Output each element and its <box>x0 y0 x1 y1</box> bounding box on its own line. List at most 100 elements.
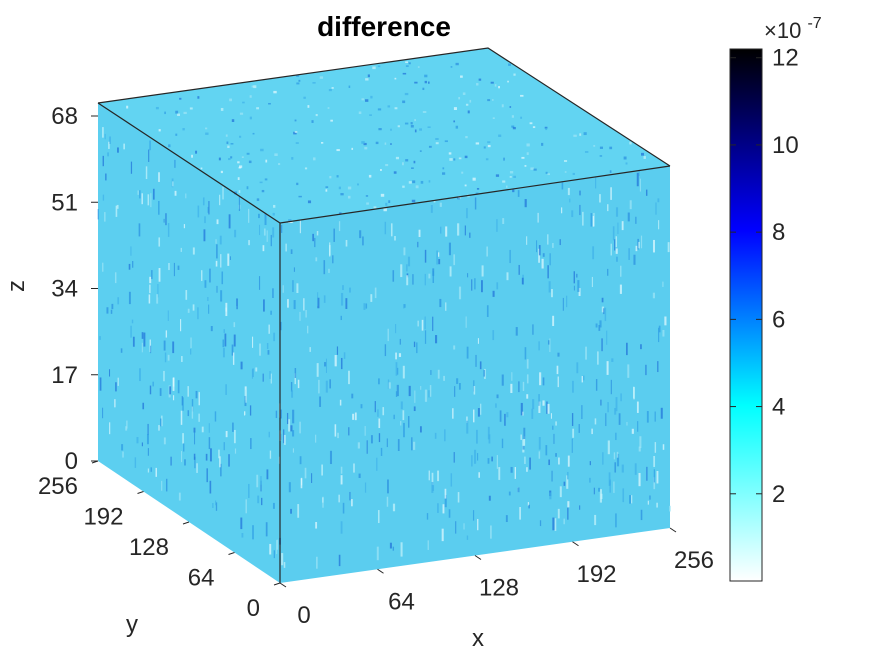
texture-speck <box>312 82 316 84</box>
colorbar-ticks: 2 4 6 8 10 12 <box>730 45 799 508</box>
y-tick-mark <box>91 460 99 464</box>
texture-speck <box>453 158 456 161</box>
x-axis-label: x <box>472 625 484 652</box>
texture-speck <box>414 129 417 133</box>
texture-speck <box>475 142 480 145</box>
texture-speck <box>264 178 268 181</box>
texture-speck <box>296 75 300 77</box>
texture-speck <box>411 199 416 203</box>
texture-speck <box>573 134 577 137</box>
texture-speck <box>230 143 234 145</box>
texture-speck <box>294 130 298 133</box>
texture-speck <box>307 200 312 204</box>
texture-speck <box>336 175 339 178</box>
texture-speck <box>158 129 161 132</box>
texture-speck <box>385 202 388 206</box>
texture-speck <box>583 132 587 136</box>
texture-speck <box>419 150 422 152</box>
texture-speck <box>609 170 612 173</box>
texture-speck <box>410 122 413 125</box>
texture-speck <box>415 185 419 189</box>
texture-speck <box>205 132 209 135</box>
texture-speck <box>228 158 231 161</box>
z-tick-label: 51 <box>51 189 78 216</box>
texture-speck <box>414 119 416 122</box>
chart-title: difference <box>317 11 451 42</box>
texture-speck <box>513 73 516 76</box>
texture-speck <box>218 157 221 161</box>
texture-speck <box>259 181 263 184</box>
texture-speck <box>197 96 200 99</box>
texture-speck <box>397 125 400 128</box>
texture-speck <box>505 185 508 188</box>
texture-speck <box>507 80 509 83</box>
texture-speck <box>460 75 463 78</box>
texture-speck <box>365 78 369 81</box>
texture-speck <box>372 66 376 70</box>
texture-speck <box>419 128 422 131</box>
texture-speck <box>465 103 469 106</box>
texture-speck <box>338 186 341 190</box>
texture-speck <box>394 77 397 80</box>
texture-speck <box>485 158 489 161</box>
x-tick-mark <box>377 568 384 574</box>
texture-speck <box>293 131 297 135</box>
texture-speck <box>336 149 340 152</box>
texture-speck <box>319 76 324 79</box>
texture-speck <box>609 146 613 150</box>
texture-speck <box>461 171 464 174</box>
texture-speck <box>394 107 398 110</box>
texture-speck <box>272 212 275 216</box>
texture-speck <box>357 183 359 186</box>
texture-speck <box>377 108 382 111</box>
x-tick-mark <box>474 555 482 560</box>
texture-speck <box>402 100 406 104</box>
texture-speck <box>339 212 342 214</box>
texture-speck <box>365 195 369 197</box>
texture-speck <box>304 167 308 170</box>
texture-speck <box>260 148 264 152</box>
texture-speck <box>330 119 333 122</box>
texture-speck <box>509 171 514 174</box>
texture-speck <box>375 141 379 145</box>
texture-speck <box>529 122 533 125</box>
texture-speck <box>422 111 427 113</box>
z-tick-label: 0 <box>65 448 78 475</box>
y-tick-mark <box>273 582 281 586</box>
texture-speck <box>427 81 430 84</box>
texture-speck <box>412 180 416 184</box>
texture-speck <box>465 135 468 139</box>
texture-speck <box>348 85 351 89</box>
texture-speck <box>413 160 416 164</box>
texture-speck <box>325 186 329 188</box>
texture-speck <box>433 199 436 203</box>
texture-speck <box>294 119 297 122</box>
texture-speck <box>331 87 334 89</box>
texture-speck <box>599 146 604 149</box>
texture-speck <box>295 142 299 144</box>
texture-speck <box>495 174 500 177</box>
texture-speck <box>478 78 482 81</box>
z-axis-label: z <box>3 280 30 292</box>
x-tick-label: 128 <box>479 575 519 602</box>
texture-speck <box>380 193 385 197</box>
texture-speck <box>424 80 427 84</box>
y-tick-label: 64 <box>188 565 215 592</box>
texture-speck <box>220 107 224 111</box>
texture-speck <box>182 128 185 131</box>
texture-speck <box>520 116 523 119</box>
texture-speck <box>579 133 582 136</box>
texture-speck <box>388 200 391 203</box>
texture-speck <box>405 61 409 63</box>
texture-speck <box>168 144 171 148</box>
texture-speck <box>261 189 265 193</box>
texture-speck <box>380 169 382 171</box>
texture-speck <box>643 156 646 159</box>
texture-speck <box>296 182 299 186</box>
texture-speck <box>237 177 240 181</box>
texture-speck <box>230 156 233 159</box>
texture-speck <box>483 146 486 149</box>
texture-speck <box>384 142 387 145</box>
texture-speck <box>530 167 534 170</box>
texture-speck <box>509 106 512 108</box>
